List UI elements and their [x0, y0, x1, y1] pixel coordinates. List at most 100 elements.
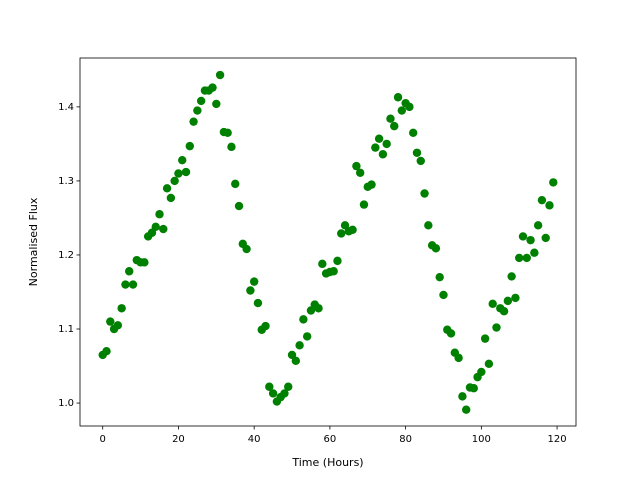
point [170, 176, 179, 186]
point [318, 259, 327, 269]
point [234, 201, 244, 211]
point [215, 70, 225, 80]
point [329, 267, 338, 276]
point [249, 277, 259, 286]
point [227, 142, 236, 152]
point [284, 382, 293, 391]
point [268, 389, 278, 398]
y-axis-label: Normalised Flux [27, 197, 40, 286]
point [359, 200, 369, 209]
point [355, 168, 365, 177]
point [178, 155, 187, 165]
point [280, 389, 289, 398]
point [537, 195, 547, 205]
point [374, 134, 384, 143]
point [541, 233, 550, 243]
point [212, 99, 221, 109]
point [159, 224, 168, 234]
point [125, 267, 134, 276]
point [435, 272, 444, 282]
point [522, 253, 531, 263]
point [393, 93, 403, 102]
point [549, 178, 558, 187]
point [515, 253, 524, 263]
x-tick-label: 20 [172, 434, 185, 445]
point [390, 121, 399, 131]
y-tick-label: 1.3 [58, 176, 74, 187]
point [337, 229, 346, 238]
point [484, 359, 494, 369]
point [352, 161, 361, 171]
point [461, 405, 471, 414]
point [117, 304, 126, 313]
point [162, 184, 172, 193]
point [231, 179, 240, 189]
point [106, 317, 115, 326]
point [113, 321, 123, 330]
point [530, 248, 539, 257]
point [378, 150, 388, 159]
point [469, 384, 478, 393]
point [208, 83, 217, 92]
point [155, 210, 164, 219]
point [480, 334, 490, 343]
point [181, 167, 191, 177]
x-axis-label: Time (Hours) [291, 456, 363, 469]
point [189, 117, 198, 126]
point [223, 128, 232, 137]
point [446, 329, 456, 338]
y-tick-label: 1.0 [58, 398, 74, 409]
point [367, 180, 376, 189]
point [242, 244, 251, 254]
point [386, 114, 395, 123]
x-tick-label: 100 [472, 434, 491, 445]
point [174, 169, 183, 178]
point [507, 272, 516, 281]
point [151, 222, 160, 232]
axes-frame [79, 57, 577, 427]
y-tick-label: 1.4 [58, 102, 74, 113]
point [533, 221, 543, 230]
x-tick-label: 120 [548, 434, 567, 445]
x-tick-label: 40 [248, 434, 261, 445]
point [518, 232, 528, 241]
point [371, 143, 380, 152]
point [503, 296, 513, 306]
x-tick-label: 60 [324, 434, 337, 445]
point [420, 189, 429, 198]
point [102, 347, 111, 356]
point [261, 321, 270, 331]
point [295, 341, 304, 350]
point [291, 356, 301, 366]
point [405, 102, 414, 112]
point [314, 304, 323, 313]
point [193, 106, 202, 115]
x-tick-label: 0 [100, 434, 106, 445]
point [397, 106, 407, 115]
point [299, 315, 308, 324]
y-tick-label: 1.1 [58, 324, 74, 335]
point [121, 280, 130, 289]
point [140, 258, 149, 267]
point [253, 298, 263, 308]
point [439, 290, 448, 300]
point [424, 221, 433, 230]
point [196, 96, 206, 106]
point [454, 353, 463, 363]
point [166, 193, 176, 203]
point [302, 332, 312, 341]
point [458, 392, 467, 401]
point [348, 225, 357, 234]
point [333, 256, 342, 266]
point [492, 323, 501, 332]
point [545, 201, 554, 210]
point [526, 235, 535, 245]
point [412, 148, 422, 157]
point [382, 139, 391, 149]
point [408, 128, 418, 137]
point [128, 280, 138, 289]
point [185, 141, 195, 151]
point [265, 382, 274, 391]
point [416, 156, 425, 166]
point [499, 307, 509, 316]
